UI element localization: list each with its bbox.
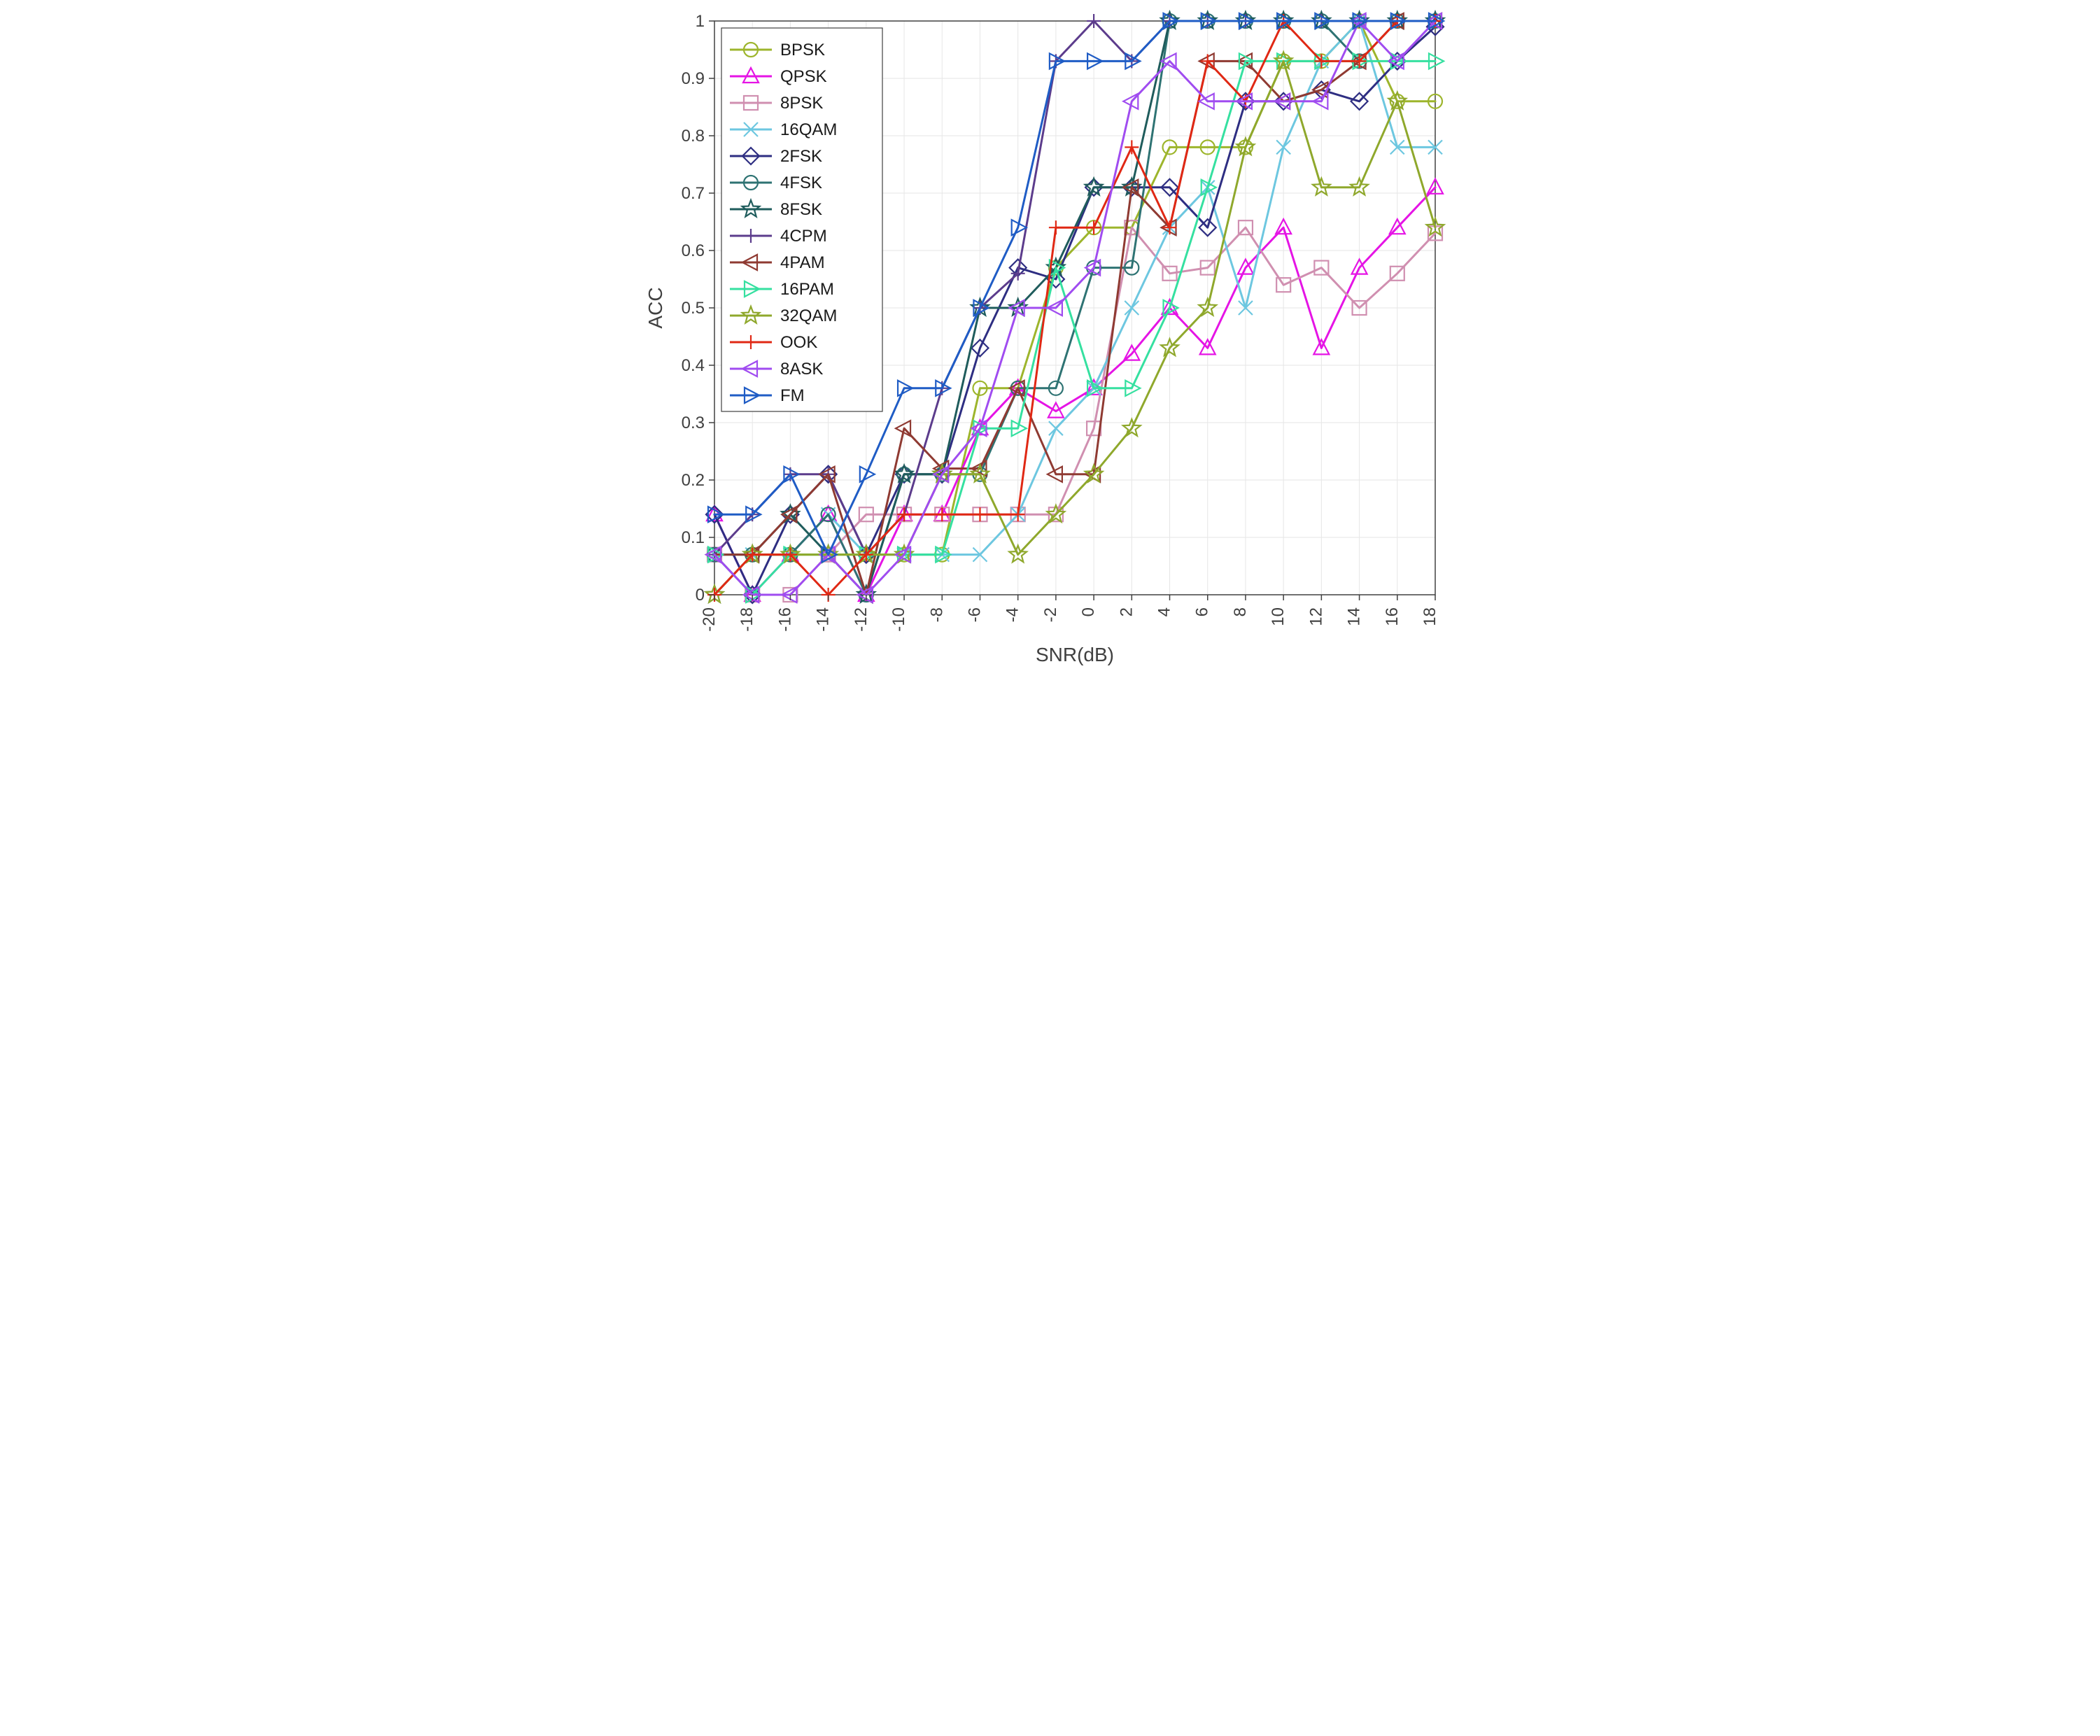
xtick-label: 12 [1306, 607, 1325, 626]
xtick-label: -16 [775, 607, 794, 632]
ytick-label: 0 [695, 586, 704, 605]
xtick-label: 4 [1155, 607, 1174, 616]
ytick-label: 0.6 [681, 241, 704, 260]
legend-item-label: QPSK [780, 67, 827, 86]
legend-item-label: 4FSK [780, 174, 822, 192]
xtick-label: -18 [738, 607, 756, 632]
xtick-label: -4 [1003, 607, 1022, 622]
xtick-label: -12 [851, 607, 870, 632]
xtick-label: 8 [1230, 607, 1249, 616]
legend-item-label: 16PAM [780, 280, 834, 299]
legend-item-label: OOK [780, 333, 817, 352]
xtick-label: 10 [1269, 607, 1288, 626]
legend-item-label: 8FSK [780, 200, 822, 219]
ytick-label: 0.8 [681, 127, 704, 146]
legend-item-label: 32QAM [780, 306, 837, 325]
x-axis-label: SNR(dB) [1035, 644, 1113, 665]
xtick-label: -2 [1041, 607, 1059, 622]
ytick-label: 0.9 [681, 69, 704, 88]
legend-item-label: FM [780, 386, 805, 405]
xtick-label: -20 [700, 607, 719, 632]
ytick-label: 0.7 [681, 184, 704, 203]
ytick-label: 0.4 [681, 356, 704, 375]
xtick-label: 0 [1079, 607, 1098, 616]
xtick-label: -6 [965, 607, 984, 622]
line-chart: -20-18-16-14-12-10-8-6-4-202468101214161… [630, 0, 1470, 694]
xtick-label: 14 [1344, 607, 1363, 626]
xtick-label: 16 [1382, 607, 1401, 626]
ytick-label: 0.5 [681, 299, 704, 318]
xtick-label: -10 [889, 607, 908, 632]
xtick-label: 6 [1192, 607, 1211, 616]
xtick-label: 18 [1421, 607, 1439, 626]
xtick-label: -14 [813, 607, 832, 632]
legend-item-label: 16QAM [780, 120, 837, 139]
ytick-label: 0.1 [681, 528, 704, 547]
legend-item-label: 4CPM [780, 227, 827, 246]
ytick-label: 0.3 [681, 414, 704, 432]
xtick-label: -8 [927, 607, 946, 622]
chart-svg: -20-18-16-14-12-10-8-6-4-202468101214161… [630, 0, 1470, 694]
legend: BPSK QPSK 8PSK 16QAM 2FSK 4FSK 8FSK 4CPM 4PAM 16P… [721, 28, 882, 411]
ytick-label: 1 [695, 12, 704, 31]
legend-item-label: 2FSK [780, 147, 822, 166]
legend-item-label: BPSK [780, 41, 825, 59]
y-axis-label: ACC [644, 287, 666, 328]
ytick-label: 0.2 [681, 471, 704, 490]
legend-item-label: 8ASK [780, 360, 823, 379]
legend-item-label: 8PSK [780, 94, 823, 113]
xtick-label: 2 [1117, 607, 1136, 616]
legend-item-label: 4PAM [780, 253, 825, 272]
